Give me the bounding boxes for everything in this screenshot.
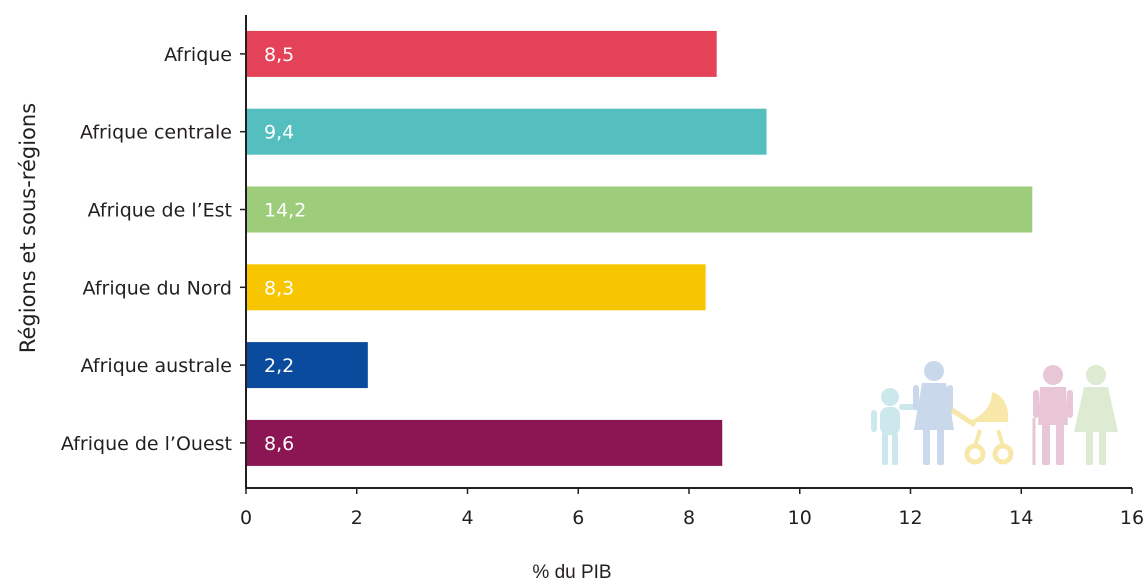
bar [246,186,1033,233]
bar [246,264,706,311]
data-label: 14,2 [264,200,306,222]
bar [246,108,767,155]
grandmother-figure [1074,365,1118,465]
child-figure [871,388,919,465]
family-silhouette-icon [871,361,1118,465]
y-axis-title: Régions et sous-régions [16,102,40,354]
data-label: 8,5 [264,44,294,66]
x-tick-label: 14 [1009,507,1033,529]
data-label: 8,6 [264,433,294,455]
x-tick-label: 6 [572,507,584,529]
x-tick-label: 12 [898,507,922,529]
category-label: Afrique centrale [80,122,232,144]
x-tick-label: 8 [683,507,695,529]
mother-figure [913,361,954,465]
stroller-figure [950,392,1014,465]
x-axis-title: % du PIB [532,562,612,583]
category-label: Afrique du Nord [83,277,232,299]
category-label: Afrique australe [81,355,232,377]
bar [246,342,368,389]
category-label: Afrique de l’Est [88,200,232,222]
x-tick-label: 10 [788,507,812,529]
category-label: Afrique de l’Ouest [61,433,232,455]
bar [246,30,717,77]
x-tick-label: 4 [461,507,473,529]
grandfather-figure [1032,365,1073,465]
x-tick-label: 16 [1120,507,1144,529]
data-label: 2,2 [264,355,294,377]
data-label: 8,3 [264,277,294,299]
bar [246,419,723,466]
data-label: 9,4 [264,122,294,144]
x-tick-label: 2 [351,507,363,529]
x-tick-label: 0 [240,507,252,529]
axes: Afrique Afrique centrale Afrique de l’Est A… [61,15,1144,529]
category-label: Afrique [164,44,232,66]
